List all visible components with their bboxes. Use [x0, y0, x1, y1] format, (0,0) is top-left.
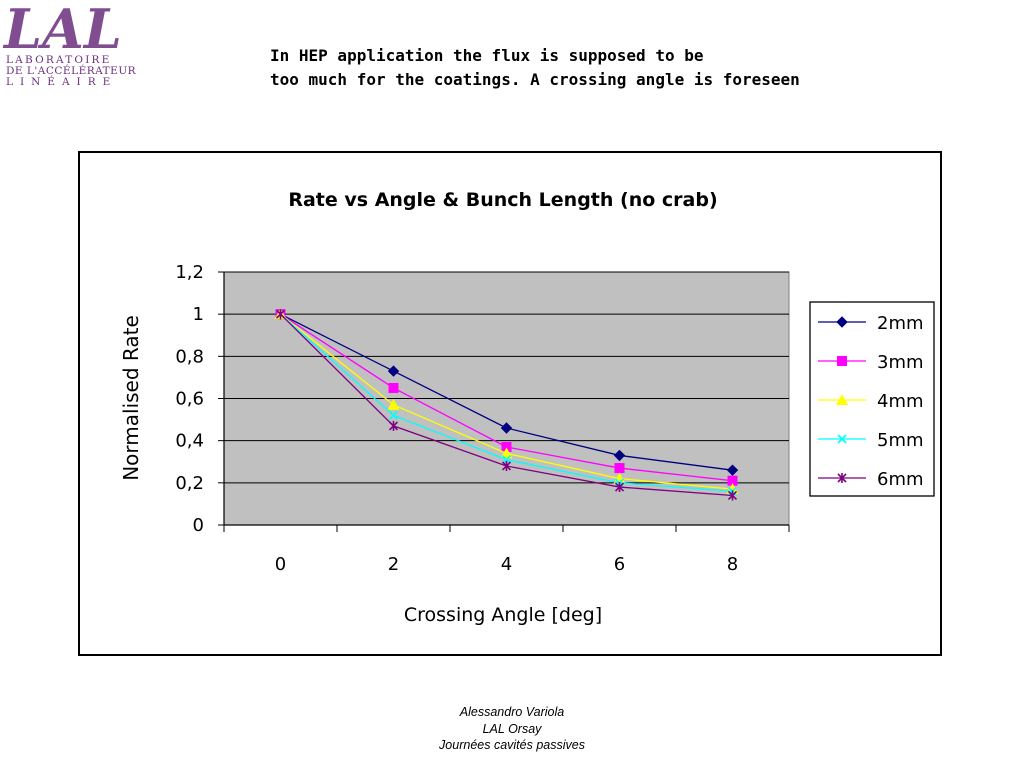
footer-event: Journées cavités passives — [439, 738, 585, 752]
legend-label-6mm: 6mm — [877, 469, 924, 490]
data-point-6mm — [727, 490, 738, 501]
data-point-2mm — [726, 464, 739, 476]
y-tick-label: 0,6 — [175, 389, 204, 410]
data-point-2mm — [500, 422, 513, 434]
x-tick-label: 0 — [275, 554, 286, 575]
legend-label-4mm: 4mm — [877, 391, 924, 412]
line-chart: Rate vs Angle & Bunch Length (no crab) 0 0… — [119, 189, 935, 626]
legend-marker-5mm — [837, 434, 847, 444]
footer-author: Alessandro Variola — [459, 705, 565, 719]
logo-line-1: LABORATOIRE — [6, 54, 112, 66]
legend-box — [809, 301, 935, 497]
footer: Alessandro Variola LAL Orsay Journées ca… — [362, 704, 662, 754]
logo-line-2: DE L'ACCÉLÉRATEUR — [6, 65, 137, 77]
data-point-6mm — [501, 460, 512, 471]
x-tick-label: 6 — [614, 554, 625, 575]
data-point-3mm — [388, 382, 399, 393]
note-line-2: too much for the coatings. A crossing an… — [270, 70, 800, 89]
data-point-3mm — [501, 441, 512, 452]
y-tick-label: 0 — [193, 515, 204, 536]
data-point-6mm — [275, 309, 286, 320]
y-tick-label: 0,4 — [175, 431, 204, 452]
data-point-2mm — [387, 365, 400, 377]
data-point-6mm — [614, 482, 625, 493]
data-point-4mm — [387, 398, 400, 410]
lal-logo: LAL LABORATOIRE DE L'ACCÉLÉRATEUR LINÉAI… — [2, 2, 142, 88]
x-tick-label: 8 — [727, 554, 738, 575]
note-line-1: In HEP application the flux is supposed … — [270, 46, 704, 65]
data-point-5mm — [388, 410, 399, 420]
y-tick-label: 1,2 — [175, 262, 204, 283]
legend-marker-4mm — [836, 394, 848, 405]
legend-marker-3mm — [837, 356, 847, 366]
legend-marker-2mm — [836, 316, 848, 328]
legend-label-2mm: 2mm — [877, 313, 924, 334]
data-point-6mm — [388, 420, 399, 431]
chart-frame: Rate vs Angle & Bunch Length (no crab) 0 0… — [78, 151, 942, 656]
footer-institution: LAL Orsay — [482, 721, 542, 736]
data-point-3mm — [727, 475, 738, 486]
legend-label-3mm: 3mm — [877, 352, 924, 373]
data-point-3mm — [614, 463, 625, 474]
legend-label-5mm: 5mm — [877, 430, 924, 451]
chart-title: Rate vs Angle & Bunch Length (no crab) — [288, 189, 717, 211]
x-axis-label: Crossing Angle [deg] — [404, 604, 602, 626]
y-tick-label: 0,2 — [175, 473, 204, 494]
x-tick-label: 4 — [501, 554, 512, 575]
y-axis-label: Normalised Rate — [119, 315, 143, 481]
logo-line-3: LINÉAIRE — [6, 76, 118, 88]
lal-logo-mark: LAL — [2, 2, 122, 54]
y-tick-label: 0,8 — [175, 346, 204, 367]
x-tick-label: 2 — [388, 554, 399, 575]
y-tick-label: 1 — [193, 304, 204, 325]
slide-note: In HEP application the flux is supposed … — [270, 44, 800, 92]
data-point-2mm — [613, 449, 626, 462]
lal-logo-letters: LAL — [2, 2, 122, 54]
legend-marker-6mm — [837, 473, 847, 483]
